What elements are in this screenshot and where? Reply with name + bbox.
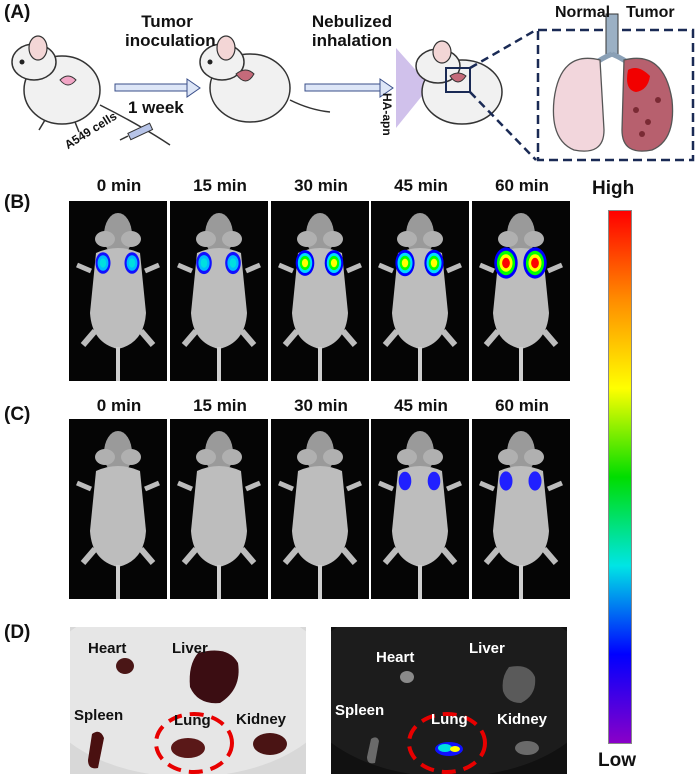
organ-label-heart-fluo: Heart <box>376 649 415 666</box>
panel-b-time-label-4: 60 min <box>495 176 549 195</box>
organ-label-spleen: Spleen <box>74 707 124 724</box>
arrow-2 <box>304 78 394 98</box>
panel-c-time-label-1: 15 min <box>193 396 247 415</box>
panel-c-time-label-0: 0 min <box>96 396 142 415</box>
panel-c-mouse-image-3 <box>371 419 469 599</box>
arrow-1 <box>114 78 201 98</box>
panel-c-time-label-4: 60 min <box>495 396 549 415</box>
scale-high-label: High <box>592 178 635 199</box>
nebulizer-label: HA-apn <box>380 93 394 136</box>
panel-c-mouse-image-4 <box>472 419 570 599</box>
organ-label-kidney-fluo: Kidney <box>497 711 548 728</box>
panel-c-mouse-image-0 <box>69 419 167 599</box>
step1-duration: 1 week <box>128 98 184 117</box>
lung-illustration <box>552 13 674 152</box>
mouse-illustration-1 <box>11 35 171 146</box>
panel-b-time-label-3: 45 min <box>394 176 448 195</box>
organ-label-liver-fluo: Liver <box>469 640 505 657</box>
organ-label-kidney: Kidney <box>236 711 287 728</box>
step1-line1: Tumor <box>141 12 193 31</box>
panel-c-time-label-2: 30 min <box>294 396 348 415</box>
panel-b-mouse-image-4 <box>472 201 570 381</box>
organ-label-heart: Heart <box>88 640 127 657</box>
color-scale-bar <box>608 210 632 744</box>
syringe-icon <box>119 122 154 141</box>
organ-label-lung-fluo: Lung <box>431 711 468 728</box>
lung-tumor-label: Tumor <box>626 4 675 21</box>
step2-line1: Nebulized <box>311 12 393 31</box>
organ-label-liver: Liver <box>172 640 208 657</box>
step2-line2: inhalation <box>311 31 393 50</box>
organ-photo-brightfield: Heart Liver Spleen Lung Kidney <box>70 627 306 774</box>
nebulizer-cone <box>396 48 430 128</box>
step1-line2: inoculation <box>125 31 216 50</box>
panel-d-label: (D) <box>4 622 31 643</box>
panel-b-mouse-image-3 <box>371 201 469 381</box>
organ-photo-fluorescence: Heart Liver Spleen Lung Kidney <box>331 627 567 774</box>
mouse-illustration-3 <box>415 40 503 125</box>
panel-c-mouse-image-2 <box>271 419 369 599</box>
panel-b-mouse-image-1 <box>170 201 268 381</box>
panel-b-mouse-image-0 <box>69 201 167 381</box>
panel-b-mouse-image-2 <box>271 201 369 381</box>
panel-b-time-label-2: 30 min <box>294 176 348 195</box>
panel-a-label: (A) <box>4 2 31 23</box>
step1-label: Tumor inoculation <box>125 12 216 50</box>
panel-c-time-label-3: 45 min <box>394 396 448 415</box>
mouse-illustration-2 <box>199 35 331 123</box>
panel-b-time-label-1: 15 min <box>193 176 247 195</box>
lung-normal-label: Normal <box>555 4 611 21</box>
panel-b-label: (B) <box>4 192 31 213</box>
organ-label-lung: Lung <box>174 712 211 729</box>
panel-b-time-label-0: 0 min <box>96 176 142 195</box>
panel-c-label: (C) <box>4 404 31 425</box>
organ-label-spleen-fluo: Spleen <box>335 702 385 719</box>
panel-a-schematic <box>11 13 695 162</box>
panel-c-mouse-image-1 <box>170 419 268 599</box>
step2-label: Nebulized inhalation <box>310 12 394 50</box>
scale-low-label: Low <box>598 750 636 771</box>
